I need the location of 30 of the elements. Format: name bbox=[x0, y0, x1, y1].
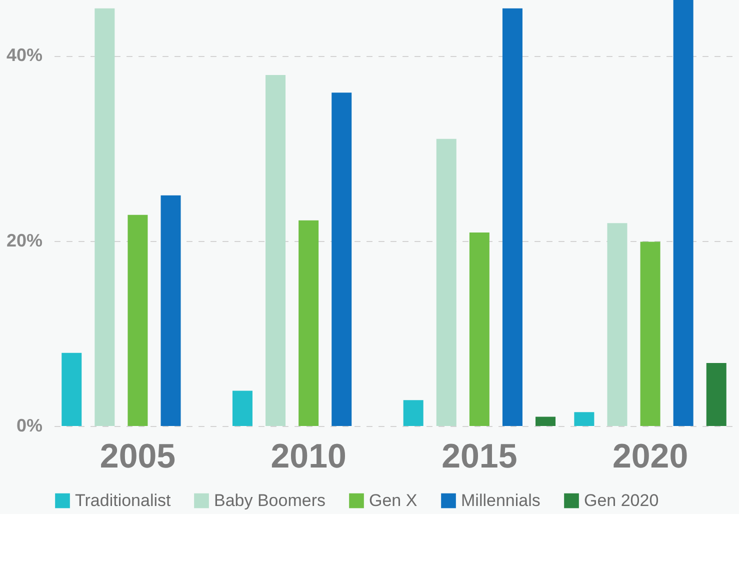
bar bbox=[706, 363, 726, 426]
bar bbox=[403, 400, 424, 426]
x-tick-label: 2015 bbox=[442, 438, 518, 476]
legend-label: Gen 2020 bbox=[584, 490, 659, 510]
bar bbox=[160, 195, 181, 426]
bar bbox=[502, 8, 522, 426]
bar bbox=[332, 92, 352, 426]
bar bbox=[436, 138, 456, 426]
legend-label: Millennials bbox=[461, 490, 540, 510]
bar bbox=[128, 214, 148, 426]
bar bbox=[574, 412, 594, 426]
x-tick-label: 2020 bbox=[612, 438, 688, 476]
x-tick-label: 2010 bbox=[270, 438, 346, 476]
x-tick-label: 2005 bbox=[100, 438, 176, 476]
bar bbox=[298, 220, 319, 426]
bar bbox=[266, 75, 286, 426]
bar bbox=[673, 0, 694, 426]
bar bbox=[640, 242, 660, 426]
y-tick-label: 40% bbox=[6, 45, 42, 66]
legend-label: Traditionalist bbox=[75, 490, 172, 510]
bar bbox=[62, 352, 82, 426]
bar bbox=[469, 232, 490, 426]
y-tick-label: 20% bbox=[6, 230, 42, 250]
bar bbox=[607, 223, 628, 426]
bar bbox=[536, 416, 556, 426]
bar bbox=[94, 8, 115, 426]
bar bbox=[232, 390, 252, 426]
legend-label: Gen X bbox=[369, 490, 418, 510]
y-tick-label: 0% bbox=[16, 416, 42, 436]
legend-label: Baby Boomers bbox=[214, 490, 326, 510]
